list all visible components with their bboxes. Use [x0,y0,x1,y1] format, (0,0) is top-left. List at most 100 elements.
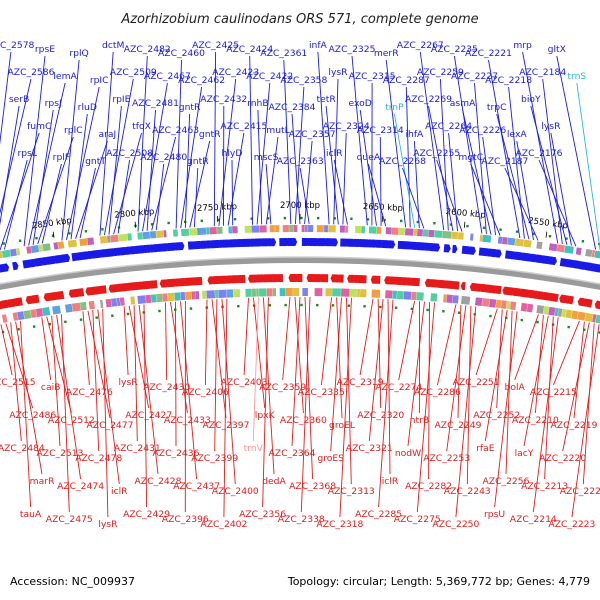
gene-leader-line [283,59,292,225]
gene-feature [46,255,57,265]
gene-label: lysR [328,67,348,78]
gene-feature [434,230,443,238]
gene-leader-line [189,140,211,228]
gene-feature [359,289,367,298]
gene-leader-line [184,113,191,228]
gene-leader-line [3,159,28,250]
gene-label: AZC_2432 [200,94,247,105]
gene-feature [302,288,308,297]
gene-label: AZC_2478 [75,453,122,464]
gene-feature [578,261,587,270]
gene-feature [99,299,104,309]
marker-dot [284,303,287,307]
gene-label: iclR [111,486,128,497]
gene-leader-line [165,302,168,381]
gene-label: AZC_2486 [9,410,56,421]
gene-feature [200,240,209,249]
marker-dot [347,304,351,307]
marker-dot [536,321,539,324]
gene-leader-line [142,82,168,232]
gene-leader-line [494,311,518,508]
marker-dot [95,316,98,319]
gene-feature [535,254,544,264]
gene-feature [148,280,158,289]
gene-leader-line [474,82,487,235]
gene-feature [115,283,123,293]
marker-dot [64,320,67,324]
gene-feature [594,300,600,310]
gene-label: AZC_2586 [8,67,55,78]
gene-label: gntT [85,156,106,167]
gene-feature [352,274,359,284]
gene-feature [536,241,543,250]
gene-label: AZC_2264 [425,121,472,132]
gene-feature [376,226,382,234]
gene-feature [38,244,44,252]
gene-label: AZC_2285 [355,509,402,520]
marker-dot [457,311,461,314]
gene-label: AZC_2422 [246,71,293,82]
gene-feature [285,288,293,297]
gene-feature [304,225,308,233]
gene-feature [244,225,252,233]
gene-feature [495,249,502,258]
map-title: Azorhizobium caulinodans ORS 571, comple… [120,12,478,27]
gene-leader-line [231,159,234,226]
gene-feature [355,225,362,234]
gene-leader-line [227,132,245,226]
marker-dot [466,224,469,228]
marker-dot [18,239,22,242]
gene-feature [541,291,551,301]
gene-label: lysR [98,519,118,530]
gene-feature [221,239,231,248]
gene-leader-line [37,136,74,245]
gene-feature [428,279,439,288]
gene-leader-line [436,159,463,232]
gene-feature [119,246,128,256]
marker-dot [250,217,253,220]
gene-label: AZC_2222 [560,486,600,497]
gene-leader-line [379,136,382,226]
gene-leader-line [204,299,208,386]
gene-feature [54,254,63,264]
gene-leader-line [56,314,82,480]
gene-leader-line [0,105,20,226]
gene-feature [527,289,538,299]
gene-feature [309,238,319,247]
gene-label: AZC_2358 [280,75,327,86]
gene-feature [325,238,334,247]
gene-feature [584,261,593,271]
marker-dot [333,217,336,220]
gene-feature [356,275,367,284]
gene-label: AZC_2476 [66,387,113,398]
gene-label: AZC_2481 [132,98,179,109]
gene-feature [475,297,483,306]
gene-leader-line [10,322,22,442]
gene-leader-line [367,163,387,227]
marker-dot [189,307,193,310]
gene-feature [511,287,521,297]
gene-leader-line [544,316,554,480]
gene-feature [479,234,483,242]
gene-feature [119,297,125,306]
gene-feature [110,234,119,243]
marker-dot [410,307,414,311]
gene-feature [65,303,73,313]
marker-dot [48,322,51,326]
gene-feature [514,238,525,247]
gene-feature [513,251,524,261]
gene-label: AZC_2214 [510,514,557,525]
gene-label: AZC_2213 [521,481,568,492]
gene-leader-line [299,167,310,225]
gene-feature [349,288,358,297]
gene-leader-line [304,140,313,225]
gene-label: AZC_2252 [473,410,520,421]
marker-dot [267,217,270,220]
gene-feature [317,238,327,247]
gene-feature [88,300,95,310]
gene-feature [293,225,298,233]
gene-label: AZC_2399 [191,453,238,464]
gene-feature [155,230,164,239]
gene-feature [478,247,490,257]
